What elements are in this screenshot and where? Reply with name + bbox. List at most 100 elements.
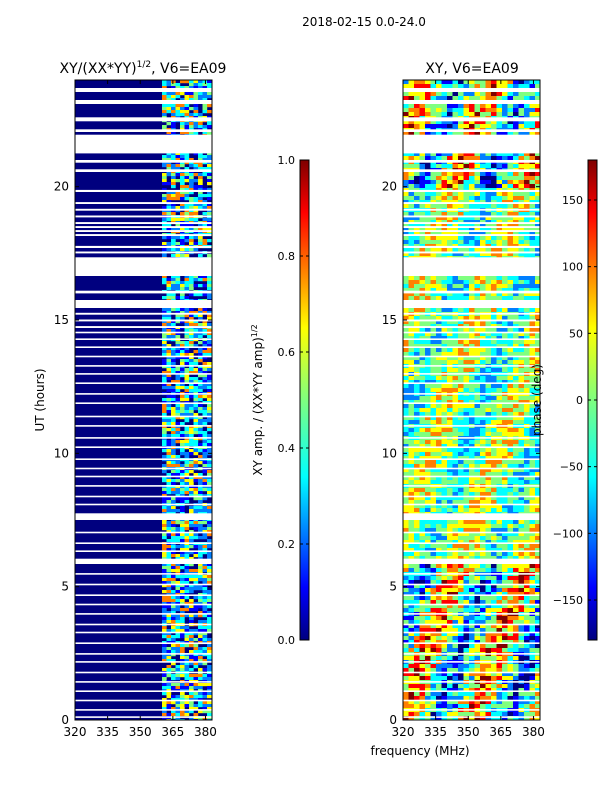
heatmap1-cell [193,674,199,678]
heatmap2-cell [496,332,503,337]
heatmap1-cell [166,410,172,414]
heatmap2-cell [469,236,475,241]
heatmap1-cell [207,254,212,258]
heatmap2-cell [529,192,536,197]
heatmap2-cell [469,528,475,533]
heatmap2-cell [502,488,508,493]
heatmap2-cell [469,316,475,321]
heatmap1-cell [193,650,199,654]
heatmap1-gap [75,117,212,122]
heatmap1-cell [162,110,167,114]
heatmap2-cell [480,432,486,437]
heatmap2-cell [441,376,448,381]
heatmap2-cell [469,288,475,293]
heatmap2-cell [469,80,475,85]
heatmap1-cell [180,212,185,216]
heatmap2-cell [518,420,525,425]
heatmap2-cell [463,528,470,533]
heatmap1-cell [171,698,176,702]
heatmap2-cell [447,400,453,405]
heatmap1-cell [193,506,199,510]
heatmap2-cell [452,180,459,185]
heatmap1-cell [162,635,167,639]
heatmap2-cell [524,84,530,89]
heatmap1-cell [189,605,194,609]
heatmap2-cell [414,240,420,245]
heatmap2-cell [414,192,420,197]
heatmap1-cell [175,194,181,198]
heatmap2-cell [452,172,459,177]
heatmap2-cell [496,184,503,189]
heatmap1-cell [207,644,212,648]
heatmap1-cell [189,494,194,498]
heatmap1-cell [198,620,203,624]
heatmap1-cell [207,533,212,537]
heatmap2-cell [447,412,453,417]
heatmap1-cell [193,707,199,711]
heatmap2-cell [469,344,475,349]
heatmap1-cell [171,83,176,87]
heatmap2-cell [414,500,420,505]
heatmap2-cell [403,196,409,201]
heatmap1-gap [75,134,212,154]
heatmap1-cell [198,308,203,312]
heatmap2-cell [485,432,492,437]
heatmap2-cell [408,356,415,361]
heatmap2-cell [463,352,470,357]
heatmap1-cell [202,488,208,492]
heatmap2-cell [408,336,415,341]
heatmap2-cell [452,480,459,485]
heatmap1-cell [171,350,176,354]
heatmap1-cell [207,278,212,282]
heatmap2-cell [491,184,497,189]
heatmap1-cell [180,479,185,483]
heatmap2-cell [419,400,426,405]
heatmap1-cell [202,173,208,177]
heatmap2-cell [529,120,536,125]
heatmap2-cell [491,80,497,85]
heatmap2-cell [425,376,431,381]
heatmap1-cell [189,479,194,483]
heatmap1-cell [198,587,203,591]
heatmap2-cell [502,508,508,513]
heatmap2-cell [452,212,459,217]
heatmap2-cell [408,420,415,425]
heatmap2-cell [535,192,540,197]
heatmap2-cell [518,488,525,493]
heatmap2-cell [502,284,508,289]
heatmap2-cell [524,216,530,221]
heatmap1-cell [175,350,181,354]
heatmap2-cell [425,444,431,449]
heatmap2-cell [463,492,470,497]
heatmap1-cell [198,383,203,387]
heatmap1-cell [166,635,172,639]
heatmap1-cell [180,482,185,486]
heatmap1-cell [202,386,208,390]
heatmap2-cell [535,248,540,253]
heatmap2-cell [480,492,486,497]
heatmap1-cell [193,491,199,495]
heatmap2-cell [480,408,486,413]
heatmap1-cell [171,590,176,594]
heatmap2-cell [513,456,519,461]
heatmap1-cell [180,545,185,549]
heatmap2-cell [463,368,470,373]
heatmap2-cell [469,456,475,461]
heatmap2-cell [403,380,409,385]
heatmap2-cell [458,420,464,425]
heatmap1-cell [180,314,185,318]
heatmap1-cell [162,104,167,108]
heatmap2-cell [507,292,514,297]
heatmap1-cell [184,92,190,96]
heatmap2-cell [414,440,420,445]
heatmap2-cell [403,276,409,281]
heatmap2-cell [529,360,536,365]
heatmap1-cell [180,695,185,699]
heatmap1-cell [198,497,203,501]
heatmap1-cell [189,668,194,672]
heatmap2-cell [430,276,437,281]
heatmap2-cell [502,292,508,297]
heatmap2-cell [430,412,437,417]
heatmap1-cell [198,692,203,696]
heatmap2-cell [414,124,420,129]
